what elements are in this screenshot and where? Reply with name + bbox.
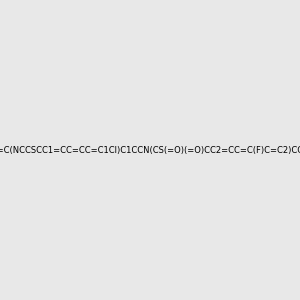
- Text: O=C(NCCSCC1=CC=CC=C1Cl)C1CCN(CS(=O)(=O)CC2=CC=C(F)C=C2)CC1: O=C(NCCSCC1=CC=CC=C1Cl)C1CCN(CS(=O)(=O)C…: [0, 146, 300, 154]
